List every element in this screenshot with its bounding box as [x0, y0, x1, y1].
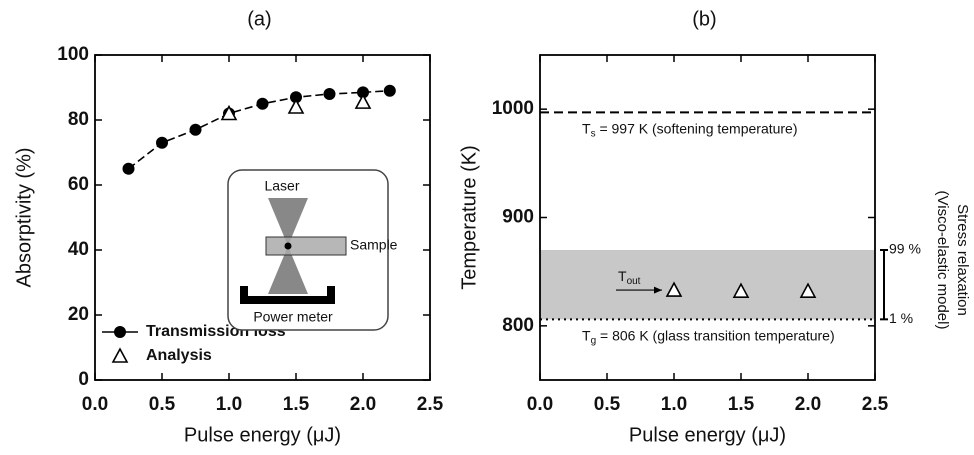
- point: [156, 136, 168, 149]
- band-label: 1 %: [889, 310, 913, 326]
- x-axis-title: Pulse energy (μJ): [629, 424, 786, 446]
- x-tick-label: 1.5: [283, 394, 310, 415]
- point: [290, 91, 302, 104]
- point: [189, 123, 202, 136]
- relaxation-band: [540, 250, 875, 320]
- y-tick-label: 1000: [492, 98, 534, 119]
- annotation: Tg = 806 K (glass transition temperature…: [582, 327, 835, 346]
- point: [665, 281, 683, 297]
- x-tick-label: 1.0: [661, 394, 687, 415]
- panel-label: (a): [247, 8, 271, 30]
- power-meter: [240, 286, 248, 304]
- x-tick-label: 2.5: [417, 394, 444, 415]
- point: [287, 98, 305, 114]
- y-tick-label: 40: [68, 239, 89, 260]
- annotation-part: = 806 K (glass transition temperature): [596, 327, 835, 343]
- y-tick-label: 80: [68, 109, 89, 130]
- inset-label: Laser: [264, 178, 299, 194]
- point: [256, 97, 269, 110]
- annotation-part: T: [618, 268, 627, 284]
- x-tick-label: 0.0: [82, 394, 108, 415]
- point: [732, 282, 750, 298]
- y-tick-label: 20: [68, 304, 89, 325]
- point: [799, 282, 817, 298]
- inset-label: Sample: [350, 237, 398, 253]
- panel-label: (b): [692, 8, 716, 30]
- side-label: (Visco-elastic model): [934, 191, 951, 330]
- arrow-head: [654, 286, 662, 294]
- y-tick-label: 100: [57, 44, 89, 65]
- x-tick-label: 0.5: [149, 394, 176, 415]
- point: [220, 104, 238, 121]
- sample: [265, 236, 347, 256]
- x-tick-label: 0.0: [527, 394, 553, 415]
- side-label: Stress relaxation: [954, 204, 971, 316]
- y-tick-label: 0: [78, 369, 89, 390]
- power-meter: [327, 286, 335, 304]
- point: [383, 84, 396, 97]
- legend-label: Analysis: [146, 347, 212, 364]
- laser-beam: [268, 246, 308, 294]
- plot-frame: [94, 54, 431, 381]
- annotation-part: g: [591, 335, 597, 346]
- inset: Laser Sample Power meter: [227, 169, 398, 331]
- point: [357, 86, 369, 99]
- annotation-part: s: [591, 128, 596, 139]
- power-meter: [240, 296, 335, 304]
- legend-marker: [114, 326, 126, 338]
- x-tick-label: 2.5: [862, 394, 889, 415]
- legend-marker: [111, 347, 129, 363]
- annotation-part: out: [627, 276, 641, 287]
- y-tick-label: 900: [502, 207, 534, 228]
- annotation-part: = 997 K (softening temperature): [596, 120, 798, 136]
- point: [323, 88, 336, 100]
- annotation: Ts = 997 K (softening temperature): [582, 120, 798, 139]
- x-tick-label: 1.5: [728, 394, 755, 415]
- band-label: 99 %: [889, 241, 921, 257]
- x-tick-label: 2.0: [350, 394, 376, 415]
- annotation-part: T: [582, 120, 591, 136]
- y-tick-label: 800: [502, 315, 534, 336]
- x-tick-label: 1.0: [216, 394, 242, 415]
- x-axis-title: Pulse energy (μJ): [184, 424, 341, 446]
- focus: [284, 242, 292, 250]
- y-tick-label: 60: [68, 174, 89, 195]
- x-tick-label: 0.5: [594, 394, 621, 415]
- inset-label: Power meter: [253, 309, 333, 325]
- x-tick-label: 2.0: [795, 394, 821, 415]
- y-axis-title: Absorptivity (%): [13, 147, 35, 287]
- annotation-part: T: [582, 327, 591, 343]
- point: [354, 93, 372, 109]
- annotation: Tout: [618, 268, 641, 287]
- point: [122, 162, 135, 175]
- y-axis-title: Temperature (K): [458, 145, 480, 290]
- laser-beam: [268, 198, 308, 246]
